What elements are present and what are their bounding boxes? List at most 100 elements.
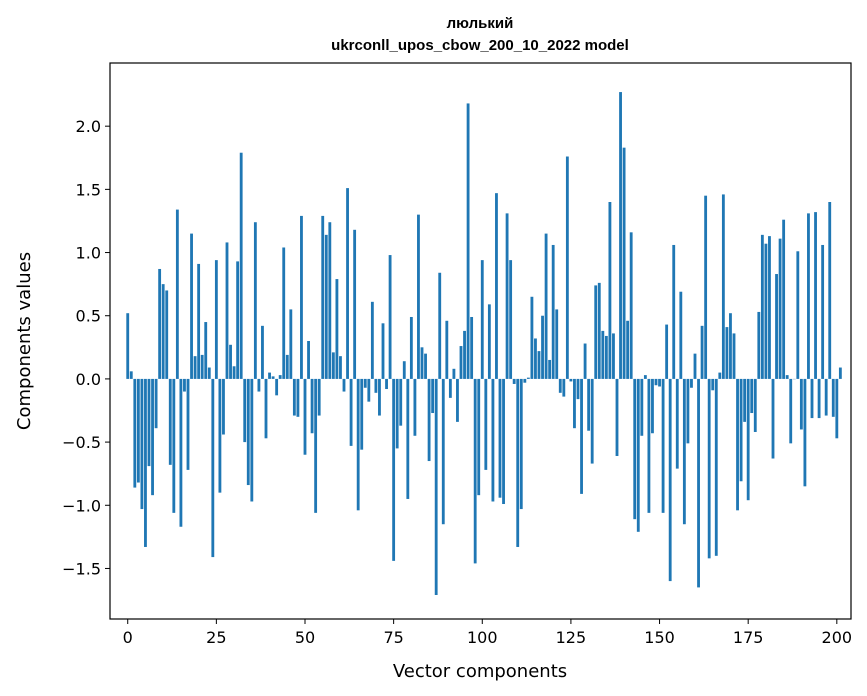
bar-128 (580, 378, 583, 494)
bar-1 (129, 371, 133, 379)
bar-9 (158, 268, 162, 379)
bar-71 (378, 378, 381, 416)
y-axis: −1.5 −1.0 −0.5 0.0 0.5 1.0 1.5 2.0 (62, 117, 110, 578)
bar-73 (385, 378, 388, 390)
bar-192 (807, 213, 810, 379)
plot-frame (109, 62, 852, 620)
bar-6 (147, 378, 151, 467)
x-tick-label: 25 (206, 628, 226, 647)
bar-167 (718, 372, 722, 379)
bar-182 (771, 378, 775, 459)
bar-77 (399, 378, 403, 426)
bar-131 (590, 378, 594, 464)
bar-154 (672, 244, 676, 379)
bar-136 (608, 202, 612, 379)
bar-11 (165, 290, 169, 379)
bar-51 (307, 341, 310, 379)
bar-38 (261, 325, 264, 379)
bar-16 (183, 378, 186, 392)
bar-75 (392, 378, 396, 561)
bar-89 (441, 378, 445, 525)
bar-133 (597, 282, 601, 379)
bar-41 (271, 376, 275, 379)
bar-198 (828, 202, 832, 379)
bar-23 (207, 367, 211, 379)
bar-106 (502, 378, 505, 505)
bar-123 (562, 378, 566, 397)
bar-67 (363, 378, 367, 388)
bar-120 (551, 244, 555, 379)
bar-82 (417, 214, 420, 379)
bar-42 (275, 378, 279, 396)
bar-93 (456, 378, 459, 422)
y-tick-label: 1.0 (76, 244, 101, 263)
bar-124 (565, 156, 569, 379)
bar-160 (693, 353, 697, 379)
bar-53 (314, 378, 318, 513)
bar-199 (831, 378, 835, 417)
bar-147 (647, 378, 651, 513)
bar-36 (253, 222, 257, 379)
bar-48 (296, 378, 300, 417)
bar-185 (782, 219, 786, 379)
bar-26 (218, 378, 222, 493)
bar-157 (682, 378, 686, 525)
bar-series (126, 92, 842, 595)
bar-97 (470, 316, 474, 379)
bar-180 (764, 243, 768, 379)
bar-100 (480, 260, 484, 379)
bar-68 (367, 378, 371, 402)
bar-140 (622, 147, 626, 379)
bar-113 (526, 377, 530, 379)
bar-125 (569, 378, 573, 382)
bar-79 (406, 378, 410, 499)
bar-28 (225, 242, 229, 379)
bar-117 (541, 315, 544, 379)
bar-76 (395, 378, 399, 449)
bar-44 (282, 247, 286, 379)
bar-18 (190, 233, 193, 379)
bar-22 (204, 322, 208, 379)
y-tick-label: −0.5 (62, 433, 101, 452)
bar-162 (700, 325, 704, 379)
bar-7 (151, 378, 154, 496)
bar-8 (154, 378, 158, 429)
bar-27 (222, 378, 225, 435)
x-tick-label: 125 (556, 628, 587, 647)
bar-151 (661, 378, 665, 513)
bar-58 (331, 352, 335, 379)
bar-87 (434, 378, 438, 595)
bar-134 (601, 330, 605, 379)
bar-21 (200, 354, 204, 379)
bar-121 (555, 309, 559, 379)
y-tick-label: −1.5 (62, 559, 101, 578)
bar-10 (161, 284, 165, 379)
x-tick-label: 150 (644, 628, 675, 647)
bar-184 (778, 238, 782, 379)
bar-108 (509, 260, 513, 379)
bar-197 (824, 378, 828, 416)
bar-177 (753, 378, 757, 432)
bar-109 (512, 378, 516, 384)
bar-129 (583, 343, 587, 379)
bar-49 (300, 215, 303, 379)
bar-112 (523, 378, 527, 383)
bar-174 (743, 378, 747, 422)
bar-85 (427, 378, 431, 462)
bar-31 (236, 261, 240, 379)
bar-155 (675, 378, 679, 469)
x-tick-label: 175 (733, 628, 764, 647)
bar-32 (239, 152, 243, 379)
bar-84 (424, 353, 427, 379)
bar-181 (768, 236, 771, 379)
bar-116 (537, 351, 541, 379)
bar-88 (438, 272, 442, 379)
bar-35 (250, 378, 254, 502)
bar-103 (491, 378, 495, 502)
bar-152 (665, 324, 669, 379)
bar-63 (349, 378, 353, 446)
bar-34 (246, 378, 250, 486)
bar-126 (573, 378, 576, 429)
